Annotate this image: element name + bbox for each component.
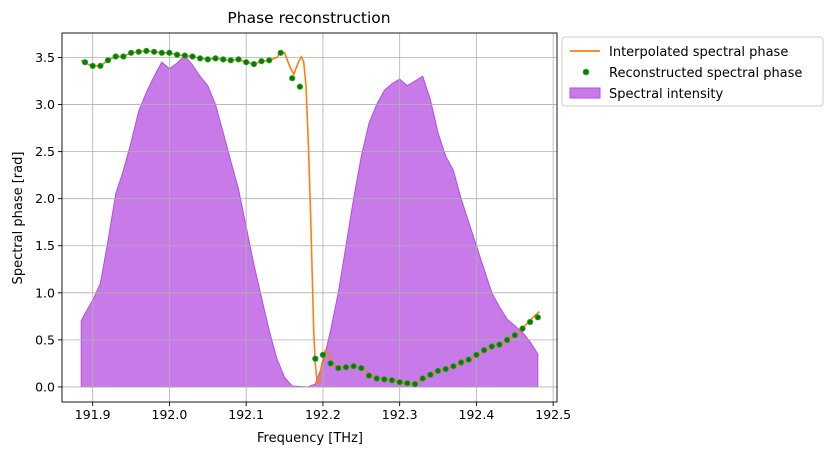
reconstructed-phase-point bbox=[350, 363, 357, 370]
reconstructed-phase-point bbox=[289, 75, 296, 82]
reconstructed-phase-point bbox=[235, 56, 242, 63]
x-tick-label: 192.3 bbox=[382, 407, 418, 422]
y-axis-label: Spectral phase [rad] bbox=[11, 152, 26, 285]
reconstructed-phase-point bbox=[181, 52, 188, 59]
x-tick-label: 192.4 bbox=[459, 407, 495, 422]
reconstructed-phase-point bbox=[534, 314, 541, 321]
plot-area: 191.9 192.0 192.1 192.2 192.3 192.4 192.5 0.0 0.… bbox=[35, 32, 571, 422]
reconstructed-phase-point bbox=[104, 57, 112, 64]
legend-dot-swatch bbox=[582, 68, 590, 76]
y-tick-label: 3.0 bbox=[35, 97, 55, 112]
reconstructed-phase-point bbox=[473, 351, 480, 358]
reconstructed-phase-point bbox=[388, 377, 396, 384]
reconstructed-phase-point bbox=[312, 355, 319, 362]
x-axis-label: Frequency [THz] bbox=[257, 431, 363, 446]
y-tick-label: 1.0 bbox=[35, 285, 55, 300]
reconstructed-phase-point bbox=[342, 364, 350, 371]
x-tick-label: 192.1 bbox=[228, 407, 264, 422]
y-tick-label: 2.5 bbox=[35, 144, 55, 159]
reconstructed-phase-point bbox=[442, 365, 449, 373]
reconstructed-phase-point bbox=[81, 59, 89, 66]
legend-box bbox=[561, 36, 824, 107]
legend-label-reconstructed: Reconstructed spectral phase bbox=[609, 66, 802, 81]
reconstructed-phase-point bbox=[151, 48, 158, 55]
reconstructed-phase-point bbox=[434, 367, 442, 374]
reconstructed-phase-point bbox=[189, 53, 196, 60]
reconstructed-phase-point bbox=[120, 53, 127, 60]
reconstructed-phase-point bbox=[396, 379, 403, 386]
reconstructed-phase-point bbox=[197, 55, 204, 62]
reconstructed-phase-point bbox=[204, 56, 211, 63]
reconstructed-phase-point bbox=[526, 318, 534, 326]
y-tick-label: 2.0 bbox=[35, 191, 55, 206]
reconstructed-phase-point bbox=[158, 49, 165, 56]
reconstructed-phase-point bbox=[166, 49, 173, 56]
reconstructed-phase-point bbox=[327, 360, 334, 367]
legend-label-intensity: Spectral intensity bbox=[609, 87, 723, 102]
reconstructed-phase-point bbox=[174, 51, 181, 58]
reconstructed-phase-point bbox=[519, 325, 526, 332]
reconstructed-phase-point bbox=[250, 60, 257, 68]
reconstructed-phase-point bbox=[266, 57, 273, 64]
x-tick-label: 192.5 bbox=[535, 407, 571, 422]
x-tick-label: 191.9 bbox=[75, 407, 111, 422]
reconstructed-phase-point bbox=[89, 62, 96, 70]
reconstructed-phase-point bbox=[128, 49, 135, 56]
reconstructed-phase-point bbox=[496, 341, 503, 348]
reconstructed-phase-point bbox=[335, 364, 342, 372]
reconstructed-phase-point bbox=[296, 83, 303, 90]
reconstructed-phase-point bbox=[365, 372, 373, 379]
y-tick-label: 0.5 bbox=[35, 332, 55, 347]
reconstructed-phase-point bbox=[212, 55, 219, 62]
reconstructed-phase-point bbox=[227, 57, 234, 64]
reconstructed-phase-point bbox=[381, 376, 388, 383]
reconstructed-phase-point bbox=[358, 364, 365, 372]
y-tick-label: 3.5 bbox=[35, 50, 55, 65]
legend: Interpolated spectral phase Reconstructe… bbox=[561, 36, 824, 107]
y-tick-label: 1.5 bbox=[35, 238, 55, 253]
x-tick-label: 192.2 bbox=[305, 407, 341, 422]
reconstructed-phase-point bbox=[112, 53, 119, 60]
legend-area-swatch bbox=[569, 87, 601, 99]
reconstructed-phase-point bbox=[404, 380, 411, 387]
reconstructed-phase-point bbox=[457, 359, 465, 366]
reconstructed-phase-point bbox=[480, 347, 488, 354]
intensity-area bbox=[80, 54, 539, 388]
reconstructed-phase-point bbox=[450, 363, 457, 370]
reconstructed-phase-point bbox=[135, 48, 142, 55]
plot-frame bbox=[61, 32, 558, 403]
reconstructed-phase-point bbox=[503, 336, 511, 343]
reconstructed-phase-point bbox=[97, 62, 104, 70]
reconstructed-phase-point bbox=[427, 371, 434, 378]
y-tick-label: 0.0 bbox=[35, 379, 55, 394]
reconstructed-phase-point bbox=[143, 47, 150, 55]
reconstructed-phase-point bbox=[220, 56, 227, 63]
reconstructed-phase-point bbox=[243, 59, 250, 66]
x-tick-label: 192.0 bbox=[152, 407, 188, 422]
reconstructed-phase-point bbox=[411, 380, 419, 388]
reconstructed-phase-point bbox=[258, 58, 265, 65]
reconstructed-phase-point bbox=[319, 351, 326, 358]
reconstructed-phase-point bbox=[511, 332, 518, 339]
chart-title: Phase reconstruction bbox=[227, 9, 390, 27]
legend-label-interpolated: Interpolated spectral phase bbox=[609, 45, 788, 60]
reconstructed-phase-point bbox=[419, 375, 426, 382]
reconstructed-phase-point bbox=[277, 49, 284, 56]
reconstructed-phase-point bbox=[373, 375, 380, 382]
reconstructed-phase-point bbox=[465, 356, 472, 363]
reconstructed-phase-point bbox=[488, 343, 495, 350]
